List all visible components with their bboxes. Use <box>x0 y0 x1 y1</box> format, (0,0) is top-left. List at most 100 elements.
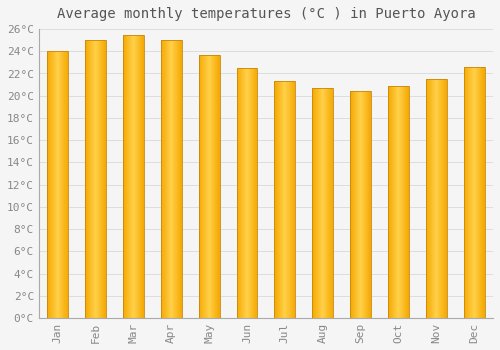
Bar <box>465 67 466 318</box>
Bar <box>132 35 133 318</box>
Bar <box>439 79 440 318</box>
Bar <box>464 67 484 318</box>
Bar <box>171 40 172 318</box>
Bar <box>86 40 88 318</box>
Bar <box>52 51 53 318</box>
Bar <box>277 81 278 318</box>
Bar <box>361 91 362 318</box>
Bar <box>95 40 96 318</box>
Bar <box>274 81 275 318</box>
Bar <box>322 88 323 318</box>
Bar <box>429 79 430 318</box>
Bar <box>179 40 180 318</box>
Bar <box>356 91 357 318</box>
Bar <box>62 51 63 318</box>
Bar <box>288 81 289 318</box>
Bar <box>434 79 435 318</box>
Bar <box>126 35 127 318</box>
Bar <box>364 91 366 318</box>
Bar <box>435 79 436 318</box>
Bar <box>317 88 318 318</box>
Bar <box>217 55 218 318</box>
Bar <box>90 40 91 318</box>
Bar <box>443 79 444 318</box>
Bar <box>242 68 243 318</box>
Bar <box>60 51 61 318</box>
Bar <box>392 86 393 318</box>
Bar <box>430 79 431 318</box>
Bar <box>49 51 50 318</box>
Bar <box>206 55 207 318</box>
Bar <box>360 91 361 318</box>
Bar <box>482 67 483 318</box>
Bar <box>367 91 368 318</box>
Bar <box>475 67 476 318</box>
Bar <box>359 91 360 318</box>
Bar <box>125 35 126 318</box>
Bar <box>133 35 134 318</box>
Title: Average monthly temperatures (°C ) in Puerto Ayora: Average monthly temperatures (°C ) in Pu… <box>56 7 476 21</box>
Bar <box>366 91 367 318</box>
Bar <box>210 55 211 318</box>
Bar <box>236 68 258 318</box>
Bar <box>51 51 52 318</box>
Bar <box>63 51 64 318</box>
Bar <box>329 88 330 318</box>
Bar <box>101 40 102 318</box>
Bar <box>128 35 129 318</box>
Bar <box>123 35 124 318</box>
Bar <box>173 40 174 318</box>
Bar <box>327 88 328 318</box>
Bar <box>198 55 200 318</box>
Bar <box>249 68 250 318</box>
Bar <box>247 68 248 318</box>
Bar <box>290 81 291 318</box>
Bar <box>469 67 470 318</box>
Bar <box>48 51 68 318</box>
Bar <box>91 40 92 318</box>
Bar <box>276 81 277 318</box>
Bar <box>441 79 442 318</box>
Bar <box>286 81 287 318</box>
Bar <box>216 55 217 318</box>
Bar <box>254 68 255 318</box>
Bar <box>244 68 245 318</box>
Bar <box>480 67 481 318</box>
Bar <box>285 81 286 318</box>
Bar <box>478 67 479 318</box>
Bar <box>166 40 167 318</box>
Bar <box>319 88 320 318</box>
Bar <box>123 35 144 318</box>
Bar <box>200 55 201 318</box>
Bar <box>389 86 390 318</box>
Bar <box>369 91 370 318</box>
Bar <box>143 35 144 318</box>
Bar <box>89 40 90 318</box>
Bar <box>96 40 97 318</box>
Bar <box>140 35 141 318</box>
Bar <box>332 88 333 318</box>
Bar <box>400 86 401 318</box>
Bar <box>472 67 473 318</box>
Bar <box>178 40 179 318</box>
Bar <box>357 91 358 318</box>
Bar <box>92 40 93 318</box>
Bar <box>479 67 480 318</box>
Bar <box>161 40 162 318</box>
Bar <box>474 67 475 318</box>
Bar <box>283 81 284 318</box>
Bar <box>279 81 280 318</box>
Bar <box>432 79 433 318</box>
Bar <box>257 68 258 318</box>
Bar <box>177 40 178 318</box>
Bar <box>292 81 293 318</box>
Bar <box>88 40 89 318</box>
Bar <box>353 91 354 318</box>
Bar <box>282 81 283 318</box>
Bar <box>175 40 176 318</box>
Bar <box>433 79 434 318</box>
Bar <box>202 55 203 318</box>
Bar <box>350 91 351 318</box>
Bar <box>207 55 208 318</box>
Bar <box>169 40 170 318</box>
